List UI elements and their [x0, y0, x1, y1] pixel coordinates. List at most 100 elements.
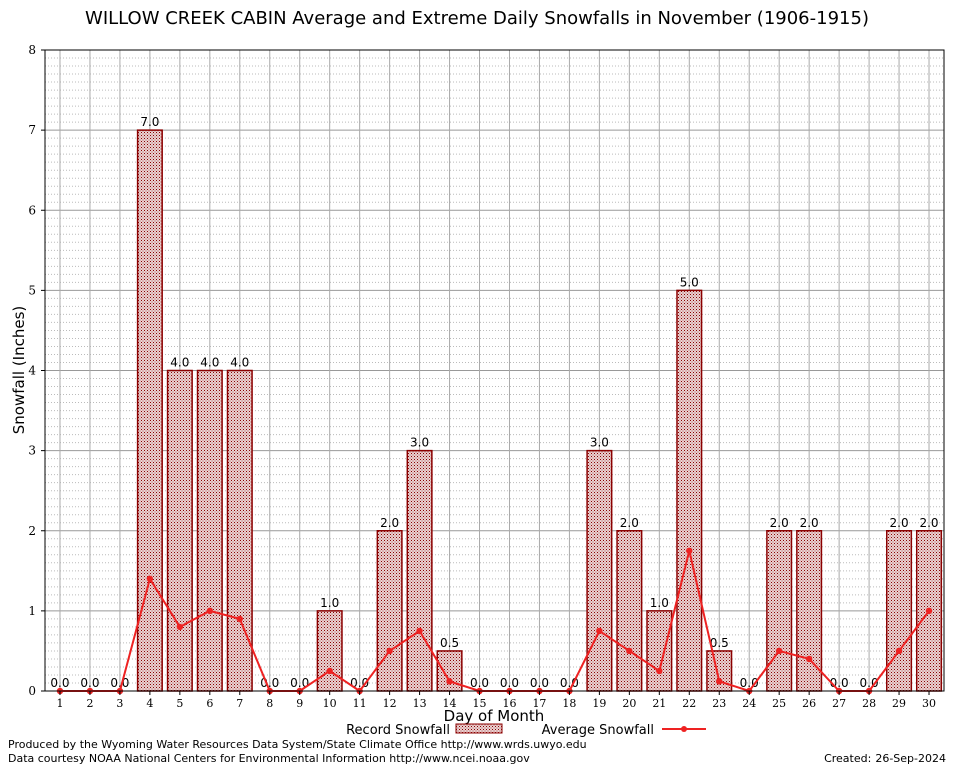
average-point-day-25: [775, 647, 783, 655]
record-value-label: 0.0: [500, 676, 519, 690]
record-bar-day-21: [646, 610, 673, 692]
record-bar-day-4: [136, 129, 163, 692]
x-tick-label: 30: [922, 697, 936, 710]
record-bar-day-19: [586, 449, 613, 692]
average-point-day-29: [895, 647, 903, 655]
record-value-label: 2.0: [620, 516, 639, 530]
x-tick-label: 28: [862, 697, 876, 710]
x-tick-label: 8: [266, 697, 273, 710]
average-point-day-7: [236, 615, 243, 623]
x-tick-label: 24: [742, 697, 756, 710]
x-tick-label: 18: [562, 697, 576, 710]
x-tick-label: 25: [772, 697, 786, 710]
record-bar-day-22: [676, 289, 703, 692]
record-value-label: 3.0: [410, 436, 429, 450]
record-value-label: 5.0: [680, 275, 699, 289]
record-value-label: 0.5: [440, 636, 459, 650]
record-value-label: 4.0: [200, 356, 219, 370]
legend-record-swatch: [455, 723, 503, 734]
average-point-day-14: [446, 678, 453, 685]
average-point-day-5: [176, 623, 184, 631]
x-tick-label: 23: [712, 697, 726, 710]
record-value-label: 0.0: [80, 676, 99, 690]
chart-plot: 0.0 0.0 0.0 7.0 4.0 4.0 4.0 0.0 0.0 1.0 0.0 2.0 3.0 0…: [10, 43, 945, 738]
x-tick-label: 14: [443, 697, 457, 710]
record-bar-day-13: [406, 449, 433, 692]
record-value-label: 2.0: [919, 516, 938, 530]
x-tick-label: 27: [832, 697, 846, 710]
record-bar-day-29: [886, 530, 913, 692]
producer-note: Produced by the Wyoming Water Resources …: [8, 738, 587, 751]
x-tick-label: 5: [176, 697, 183, 710]
x-tick-label: 26: [802, 697, 816, 710]
y-tick-label: 6: [28, 203, 36, 217]
legend-average-label: Average Snowfall: [542, 723, 654, 738]
x-tick-label: 1: [56, 697, 63, 710]
record-bar-day-10: [316, 610, 343, 692]
legend: Record Snowfall Average Snowfall: [346, 723, 706, 738]
x-tick-label: 20: [622, 697, 636, 710]
legend-record-label: Record Snowfall: [346, 723, 450, 738]
record-value-label: 1.0: [650, 596, 669, 610]
record-value-label: 2.0: [800, 516, 819, 530]
average-point-day-13: [416, 627, 423, 635]
record-value-label: 2.0: [770, 516, 789, 530]
x-tick-label: 22: [682, 697, 696, 710]
average-point-day-21: [656, 667, 663, 675]
x-tick-label: 7: [236, 697, 243, 710]
average-point-day-20: [626, 647, 633, 655]
record-value-label: 0.5: [710, 636, 729, 650]
record-value-label: 2.0: [890, 516, 909, 530]
x-tick-label: 11: [353, 697, 367, 710]
x-tick-label: 9: [296, 697, 303, 710]
record-value-label: 2.0: [380, 516, 399, 530]
created-note: Created: 26-Sep-2024: [820, 752, 946, 765]
record-bar-day-20: [616, 530, 643, 692]
record-value-label: 0.0: [350, 676, 369, 690]
x-axis-label: Day of Month: [444, 707, 545, 725]
record-bar-day-25: [766, 530, 793, 692]
created-label: Created:: [824, 752, 872, 765]
record-bar-day-6: [196, 369, 223, 692]
average-point-day-19: [596, 627, 603, 635]
record-bar-day-5: [166, 369, 193, 692]
y-axis-label: Snowfall (Inches): [10, 306, 28, 434]
average-point-day-26: [805, 655, 813, 663]
average-point-day-30: [925, 607, 933, 615]
x-tick-label: 10: [323, 697, 337, 710]
record-value-label: 4.0: [230, 356, 249, 370]
record-value-label: 3.0: [590, 436, 609, 450]
average-point-day-6: [206, 607, 214, 615]
record-bar-day-26: [796, 530, 823, 692]
average-point-day-10: [326, 667, 333, 675]
y-tick-label: 2: [28, 524, 36, 538]
x-tick-label: 2: [86, 697, 93, 710]
average-point-day-23: [716, 678, 723, 685]
x-tick-label: 15: [473, 697, 487, 710]
record-value-label: 0.0: [740, 676, 759, 690]
record-value-label: 4.0: [170, 356, 189, 370]
y-tick-label: 7: [28, 123, 36, 137]
created-date: 26-Sep-2024: [875, 752, 946, 765]
x-tick-label: 13: [413, 697, 427, 710]
record-value-label: 0.0: [50, 676, 69, 690]
record-value-label: 0.0: [110, 676, 129, 690]
average-point-day-4: [146, 575, 154, 583]
x-tick-label: 12: [383, 697, 397, 710]
x-tick-label: 16: [502, 697, 516, 710]
record-bar-day-7: [226, 369, 253, 692]
legend-average-marker: [681, 726, 687, 732]
x-tick-label: 4: [146, 697, 153, 710]
x-tick-label: 21: [652, 697, 666, 710]
x-tick-label: 29: [892, 697, 906, 710]
record-value-label: 0.0: [860, 676, 879, 690]
y-tick-label: 5: [28, 283, 36, 297]
record-value-label: 0.0: [470, 676, 489, 690]
y-tick-label: 8: [28, 43, 36, 57]
average-point-day-22: [686, 547, 693, 554]
x-tick-label: 3: [116, 697, 123, 710]
record-value-label: 7.0: [140, 115, 159, 129]
record-value-label: 0.0: [530, 676, 549, 690]
average-point-day-12: [386, 647, 393, 655]
y-tick-label: 4: [28, 364, 36, 378]
